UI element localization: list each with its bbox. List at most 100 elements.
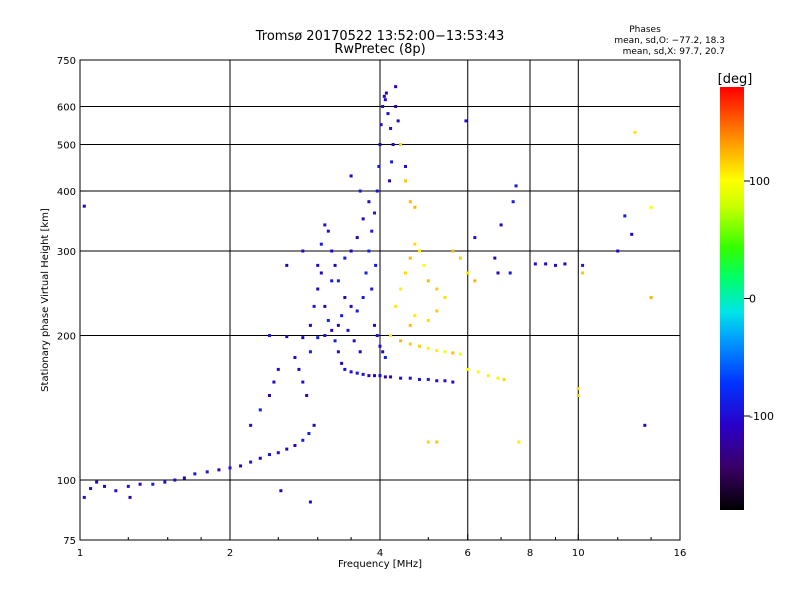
data-point-o	[308, 500, 312, 504]
data-point-x	[408, 256, 412, 260]
data-point-o	[352, 339, 356, 343]
data-point-o	[533, 262, 537, 266]
data-point-o	[239, 464, 243, 468]
data-point-x	[435, 349, 439, 353]
data-point-x	[649, 205, 653, 209]
data-point-o	[563, 262, 567, 266]
data-point-o	[408, 376, 412, 380]
chart-subtitle: RwPretec (8p)	[334, 42, 425, 57]
plot-area: 1 2 4 6 8 10 16 75 100 200 300 400 500 600 750	[57, 56, 686, 559]
chart-header: Tromsø 20170522 13:52:00−13:53:43 RwPret…	[255, 29, 505, 57]
y-tick-label: 75	[63, 536, 76, 547]
data-point-x	[502, 377, 506, 381]
data-point-o	[301, 438, 305, 442]
data-point-o	[82, 495, 86, 499]
data-point-o	[343, 367, 347, 371]
data-point-o	[323, 334, 327, 338]
data-point-x	[408, 200, 412, 204]
y-tick-label: 300	[57, 247, 76, 258]
data-point-x	[458, 352, 462, 356]
data-point-o	[276, 367, 280, 371]
data-point-x	[403, 271, 407, 275]
data-point-o	[346, 328, 350, 332]
data-point-o	[333, 263, 337, 267]
data-point-o	[114, 489, 118, 493]
data-point-o	[386, 112, 390, 116]
x-tick-label: 1	[77, 548, 83, 559]
data-point-o	[378, 374, 382, 378]
data-point-o	[279, 489, 283, 493]
data-point-o	[249, 423, 253, 427]
x-tick-label: 8	[527, 548, 533, 559]
stats-line-o: mean, sd,O: −77.2, 18.3	[614, 36, 725, 46]
data-point-x	[399, 287, 403, 291]
data-point-o	[361, 296, 365, 300]
data-point-o	[316, 287, 320, 291]
data-point-o	[308, 323, 312, 327]
x-tick-label: 16	[674, 548, 687, 559]
data-point-o	[394, 85, 398, 89]
data-point-o	[383, 375, 387, 379]
data-point-x	[451, 249, 455, 253]
data-point-x	[399, 143, 403, 147]
data-point-o	[374, 263, 378, 267]
data-point-o	[417, 377, 421, 381]
data-point-x	[435, 440, 439, 444]
data-point-o	[373, 374, 377, 378]
data-point-o	[326, 318, 330, 322]
y-tick-label: 100	[57, 476, 76, 487]
data-point-x	[435, 287, 439, 291]
data-point-x	[443, 350, 447, 354]
data-point-o	[336, 279, 340, 283]
data-point-o	[373, 323, 377, 327]
data-point-o	[383, 98, 387, 102]
data-point-x	[413, 242, 417, 246]
colorbar-tick-label: -100	[749, 410, 774, 423]
data-point-x	[399, 339, 403, 343]
data-point-o	[319, 242, 323, 246]
data-point-o	[388, 179, 392, 183]
data-point-o	[473, 236, 477, 240]
stats-line-x: mean, sd,X: 97.7, 20.7	[623, 47, 725, 57]
data-point-o	[384, 91, 388, 95]
data-point-o	[267, 334, 271, 338]
data-point-o	[370, 287, 374, 291]
data-point-x	[476, 370, 480, 374]
data-point-o	[293, 355, 297, 359]
data-point-o	[389, 126, 393, 130]
x-axis-ticks: 1 2 4 6 8 10 16	[77, 534, 687, 559]
data-point-o	[378, 143, 382, 147]
colorbar-label: [deg]	[718, 72, 753, 87]
data-point-o	[381, 350, 385, 354]
data-point-o	[308, 350, 312, 354]
data-point-o	[340, 361, 344, 365]
data-point-o	[493, 256, 497, 260]
data-point-o	[323, 304, 327, 308]
data-point-o	[375, 334, 379, 338]
data-point-o	[285, 447, 289, 451]
data-point-x	[408, 342, 412, 346]
colorbar-tick-label: 100	[749, 175, 770, 188]
data-point-o	[301, 336, 305, 340]
colorbar-tick-label: 0	[749, 293, 756, 306]
data-points	[82, 85, 653, 504]
data-point-x	[576, 394, 580, 398]
data-point-o	[267, 453, 271, 457]
chart-title: Tromsø 20170522 13:52:00−13:53:43	[255, 29, 505, 44]
data-point-o	[383, 355, 387, 359]
data-point-o	[285, 263, 289, 267]
data-point-o	[267, 394, 271, 398]
data-point-x	[403, 179, 407, 183]
data-point-o	[316, 263, 320, 267]
data-point-x	[408, 323, 412, 327]
data-point-o	[333, 339, 337, 343]
data-point-x	[443, 296, 447, 300]
data-point-o	[249, 460, 253, 464]
colorbar-ticks: 100 0 -100	[744, 175, 774, 423]
data-point-o	[349, 304, 353, 308]
data-point-o	[623, 214, 627, 218]
data-point-o	[293, 444, 297, 448]
data-point-x	[422, 263, 426, 267]
data-point-o	[496, 271, 500, 275]
data-point-o	[138, 482, 142, 486]
